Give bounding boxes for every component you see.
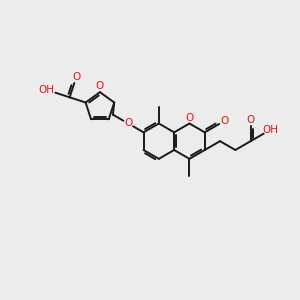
Text: O: O: [72, 72, 80, 82]
Text: O: O: [96, 81, 104, 91]
Text: O: O: [185, 113, 194, 123]
Text: O: O: [220, 116, 229, 126]
Text: O: O: [124, 118, 132, 128]
Text: OH: OH: [262, 125, 278, 135]
Text: O: O: [247, 115, 255, 125]
Text: OH: OH: [38, 85, 54, 95]
